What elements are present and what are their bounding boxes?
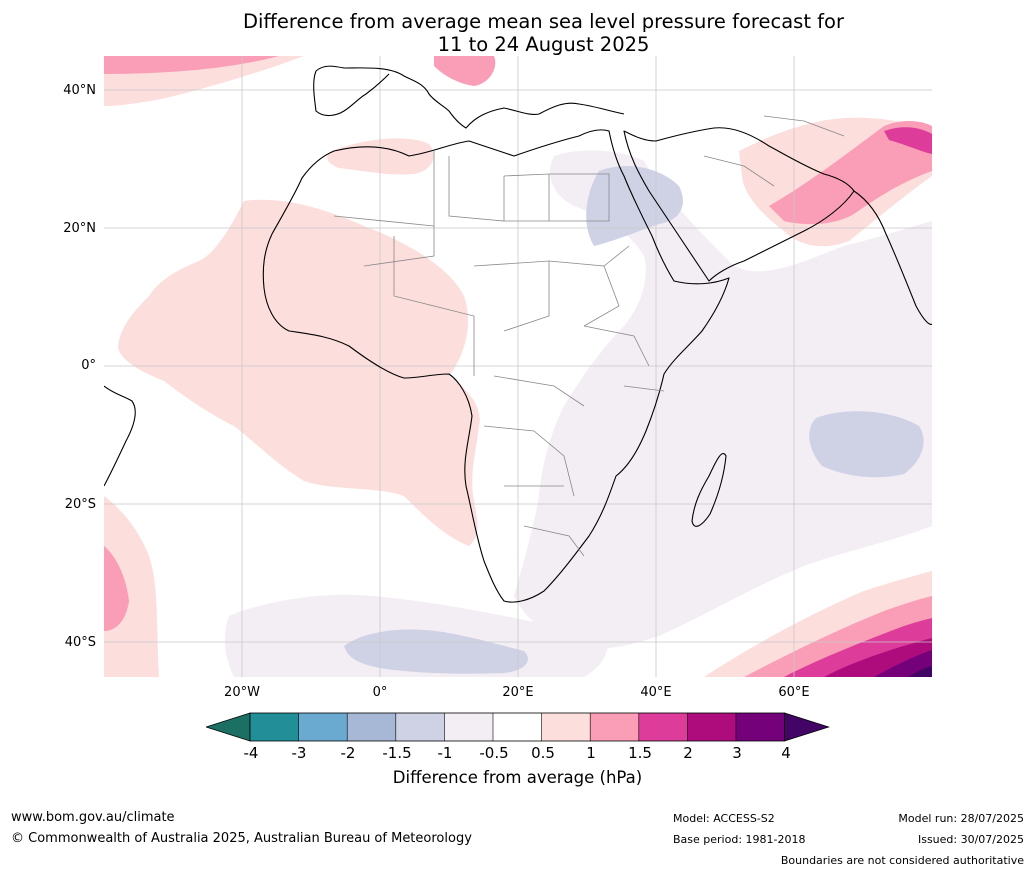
colorbar-tick: 3 (732, 744, 742, 762)
footer-base-period: Base period: 1981-2018 (673, 833, 806, 846)
anomaly-region-positive-southwest (104, 496, 159, 677)
footer-website: www.bom.gov.au/climate (11, 810, 175, 825)
colorbar-extend-high (784, 712, 830, 742)
anomaly-region-positive-atlantic (118, 199, 480, 546)
lat-label-20n: 20°N (63, 221, 96, 236)
europe-coastline (315, 65, 625, 129)
colorbar-tick: 0.5 (531, 744, 555, 762)
footer-copyright: © Commonwealth of Australia 2025, Austra… (11, 831, 472, 846)
lon-label-20e: 20°E (502, 685, 534, 700)
anomaly-region-mediterranean (434, 56, 496, 86)
colorbar-segment (687, 713, 737, 741)
colorbar-tick: -1 (437, 744, 453, 762)
anomaly-region-core-himalaya (884, 127, 932, 154)
colorbar-tick: -2 (340, 744, 356, 762)
india-coastline (853, 190, 932, 325)
title-line-1: Difference from average mean sea level p… (243, 10, 844, 33)
colorbar-frame (249, 712, 785, 742)
colorbar-segment (493, 713, 543, 741)
madagascar-coastline (691, 453, 727, 527)
iberia-coastline (313, 70, 390, 117)
footer-model: Model: ACCESS-S2 (673, 812, 775, 825)
anomaly-region-negative-red-sea (586, 166, 683, 246)
title-line-2: 11 to 24 August 2025 (437, 33, 650, 56)
colorbar-tick: -1.5 (382, 744, 412, 762)
anomaly-region-negative-indian-ocean (514, 150, 932, 649)
lon-label-0: 0° (372, 685, 388, 700)
colorbar-segment (395, 713, 445, 741)
anomaly-region-negative-south-atlantic-core (344, 629, 528, 674)
colorbar-segment (298, 713, 348, 741)
map-title: Difference from average mean sea level p… (0, 10, 1035, 56)
colorbar-tick: 1.5 (628, 744, 652, 762)
map-panel (104, 56, 932, 677)
lat-label-40n: 40°N (63, 83, 96, 98)
anomaly-region-north-atlantic-strong (104, 56, 279, 74)
colorbar-segment (250, 713, 300, 741)
colorbar-tick: 1 (586, 744, 596, 762)
colorbar-tick: -3 (291, 744, 307, 762)
lon-label-20w: 20°W (224, 685, 260, 700)
anomaly-region-extreme-southeast (874, 650, 932, 677)
colorbar-extend-low (206, 712, 251, 742)
map-svg (104, 56, 932, 677)
colorbar (206, 712, 830, 742)
lon-label-40e: 40°E (640, 685, 672, 700)
colorbar-tick: 2 (683, 744, 693, 762)
colorbar-segment (590, 713, 640, 741)
footer-disclaimer: Boundaries are not considered authoritat… (780, 854, 1024, 867)
arabia-coastline (623, 127, 855, 282)
anomaly-region-strong-southwest (104, 546, 129, 631)
colorbar-segment (736, 713, 786, 741)
anomaly-region-max-southeast (909, 666, 932, 677)
colorbar-segment (347, 713, 397, 741)
footer-issued: Issued: 30/07/2025 (917, 833, 1024, 846)
colorbar-tick: -4 (243, 744, 259, 762)
africa-coastline (262, 129, 730, 603)
lat-label-40s: 40°S (64, 635, 96, 650)
lon-label-60e: 60°E (778, 685, 810, 700)
lat-label-20s: 20°S (64, 497, 96, 512)
lat-label-equator: 0° (81, 358, 96, 373)
country-borders (333, 115, 845, 557)
colorbar-tick: 4 (781, 744, 791, 762)
colorbar-segment (638, 713, 688, 741)
colorbar-title: Difference from average (hPa) (392, 768, 643, 787)
colorbar-tick: -0.5 (479, 744, 509, 762)
anomaly-region-strong-middle-east (769, 121, 932, 225)
south-america-coastline (104, 385, 136, 487)
anomaly-region-negative-indian-ocean-core (809, 411, 924, 478)
colorbar-segment (444, 713, 494, 741)
colorbar-segment (541, 713, 591, 741)
footer-model-run: Model run: 28/07/2025 (898, 812, 1024, 825)
coastlines (104, 65, 932, 603)
